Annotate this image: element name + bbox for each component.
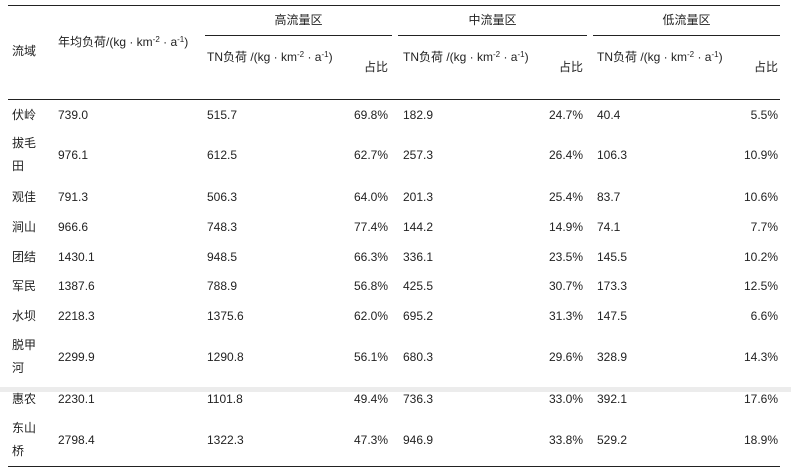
cell-high-ratio: 62.7% xyxy=(353,148,388,162)
cell-annual-load: 966.6 xyxy=(58,220,89,234)
cell-high-load: 1322.3 xyxy=(207,433,244,447)
header-basin: 流域 xyxy=(12,44,37,58)
cell-high-ratio: 49.4% xyxy=(353,392,388,406)
table-bottom-border xyxy=(8,466,780,467)
cell-mid-ratio: 31.3% xyxy=(548,309,583,323)
cell-low-ratio: 18.9% xyxy=(743,433,778,447)
cell-high-load: 506.3 xyxy=(207,190,238,204)
header-bottom-border xyxy=(8,99,780,100)
cell-mid-ratio: 24.7% xyxy=(548,108,583,122)
cell-high-load: 1101.8 xyxy=(207,392,243,406)
cell-mid-load: 425.5 xyxy=(403,279,434,293)
cell-low-ratio: 10.2% xyxy=(743,250,778,264)
cell-mid-ratio: 33.8% xyxy=(548,433,583,447)
row-separator-band xyxy=(0,387,791,392)
cell-basin: 涧山 xyxy=(12,220,37,234)
cell-high-ratio: 77.4% xyxy=(353,220,388,234)
cell-high-load: 612.5 xyxy=(207,148,238,162)
cell-basin: 团结 xyxy=(12,250,37,264)
cell-mid-load: 946.9 xyxy=(403,433,434,447)
cell-annual-load: 791.3 xyxy=(58,190,89,204)
cell-mid-load: 257.3 xyxy=(403,148,434,162)
cell-mid-ratio: 14.9% xyxy=(548,220,583,234)
cell-high-ratio: 69.8% xyxy=(353,108,388,122)
group-underline-low xyxy=(593,35,780,36)
cell-low-load: 147.5 xyxy=(597,309,628,323)
cell-low-ratio: 5.5% xyxy=(750,108,778,122)
cell-high-ratio: 64.0% xyxy=(353,190,388,204)
cell-mid-load: 144.2 xyxy=(403,220,434,234)
header-tn-load: TN负荷 /(kg · km-2 · a-1) xyxy=(403,50,529,64)
cell-low-ratio: 10.6% xyxy=(743,190,778,204)
cell-low-load: 529.2 xyxy=(597,433,628,447)
header-tn-load: TN负荷 /(kg · km-2 · a-1) xyxy=(207,50,333,64)
cell-low-ratio: 7.7% xyxy=(750,220,778,234)
cell-mid-load: 336.1 xyxy=(403,250,434,264)
cell-basin: 观佳 xyxy=(12,190,37,204)
cell-mid-load: 182.9 xyxy=(403,108,434,122)
cell-low-load: 83.7 xyxy=(597,190,621,204)
cell-mid-load: 695.2 xyxy=(403,309,434,323)
cell-low-load: 106.3 xyxy=(597,148,628,162)
table-top-border xyxy=(8,5,780,6)
cell-basin: 惠农 xyxy=(12,392,37,406)
cell-low-load: 145.5 xyxy=(597,250,628,264)
group-underline-high xyxy=(205,35,392,36)
cell-high-load: 515.7 xyxy=(207,108,238,122)
header-group-low: 低流量区 xyxy=(662,13,711,27)
header-annual-load: 年均负荷/(kg · km-2 · a-1) xyxy=(58,35,189,49)
cell-low-ratio: 10.9% xyxy=(743,148,778,162)
cell-annual-load: 2230.1 xyxy=(58,392,95,406)
cell-annual-load: 2218.3 xyxy=(58,309,95,323)
cell-low-load: 40.4 xyxy=(597,108,621,122)
cell-annual-load: 1387.6 xyxy=(58,279,95,293)
cell-mid-ratio: 25.4% xyxy=(548,190,583,204)
cell-low-ratio: 6.6% xyxy=(750,309,778,323)
cell-low-load: 74.1 xyxy=(597,220,621,234)
cell-mid-ratio: 30.7% xyxy=(548,279,583,293)
cell-high-ratio: 56.1% xyxy=(353,350,388,364)
cell-annual-load: 2798.4 xyxy=(58,433,95,447)
cell-high-load: 1290.8 xyxy=(207,350,244,364)
header-group-high: 高流量区 xyxy=(274,13,323,27)
cell-mid-ratio: 26.4% xyxy=(548,148,583,162)
header-tn-load: TN负荷 /(kg · km-2 · a-1) xyxy=(597,50,723,64)
cell-annual-load: 976.1 xyxy=(58,148,89,162)
cell-basin: 军民 xyxy=(12,279,37,293)
cell-mid-ratio: 33.0% xyxy=(548,392,583,406)
cell-mid-ratio: 29.6% xyxy=(548,350,583,364)
cell-high-load: 788.9 xyxy=(207,279,238,293)
group-underline-mid xyxy=(398,35,587,36)
cell-annual-load: 739.0 xyxy=(58,108,89,122)
cell-mid-load: 680.3 xyxy=(403,350,434,364)
cell-basin: 伏岭 xyxy=(12,108,37,122)
cell-mid-ratio: 23.5% xyxy=(548,250,583,264)
cell-low-load: 392.1 xyxy=(597,392,628,406)
cell-low-ratio: 12.5% xyxy=(743,279,778,293)
header-ratio: 占比 xyxy=(363,60,388,74)
cell-annual-load: 1430.1 xyxy=(58,250,95,264)
cell-mid-load: 201.3 xyxy=(403,190,434,204)
cell-high-load: 748.3 xyxy=(207,220,238,234)
cell-basin: 脱甲河 xyxy=(12,338,37,375)
cell-low-ratio: 14.3% xyxy=(743,350,778,364)
header-group-mid: 中流量区 xyxy=(468,13,517,27)
cell-mid-load: 736.3 xyxy=(403,392,434,406)
cell-high-ratio: 62.0% xyxy=(353,309,388,323)
cell-high-ratio: 47.3% xyxy=(353,433,388,447)
cell-annual-load: 2299.9 xyxy=(58,350,95,364)
cell-high-load: 948.5 xyxy=(207,250,238,264)
cell-low-load: 328.9 xyxy=(597,350,628,364)
header-ratio: 占比 xyxy=(558,60,583,74)
cell-basin: 东山桥 xyxy=(12,421,37,458)
cell-low-ratio: 17.6% xyxy=(743,392,778,406)
cell-basin: 水坝 xyxy=(12,309,37,323)
cell-high-ratio: 56.8% xyxy=(353,279,388,293)
cell-high-ratio: 66.3% xyxy=(353,250,388,264)
cell-high-load: 1375.6 xyxy=(207,309,244,323)
cell-low-load: 173.3 xyxy=(597,279,628,293)
cell-basin: 拔毛田 xyxy=(12,136,37,173)
header-ratio: 占比 xyxy=(753,60,778,74)
